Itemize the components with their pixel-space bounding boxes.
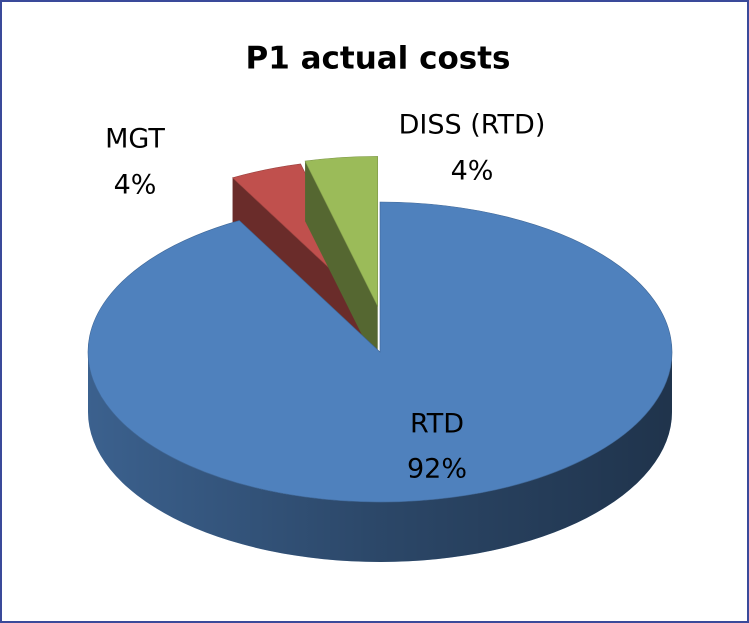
data-label-name: DISS (RTD) [399, 110, 546, 141]
slice-top [304, 156, 378, 307]
slice-side-shade [88, 352, 672, 562]
data-label-value: 92% [407, 454, 467, 485]
data-label-name: RTD [410, 409, 464, 440]
pie-slice [87, 201, 673, 562]
data-label-value: 4% [451, 156, 494, 187]
data-label-name: MGT [105, 124, 165, 155]
chart-title: P1 actual costs [246, 41, 511, 77]
data-label-value: 4% [114, 170, 157, 201]
slice-top [87, 201, 673, 503]
slice-cut-face [305, 161, 378, 367]
pie-slice [304, 156, 378, 367]
